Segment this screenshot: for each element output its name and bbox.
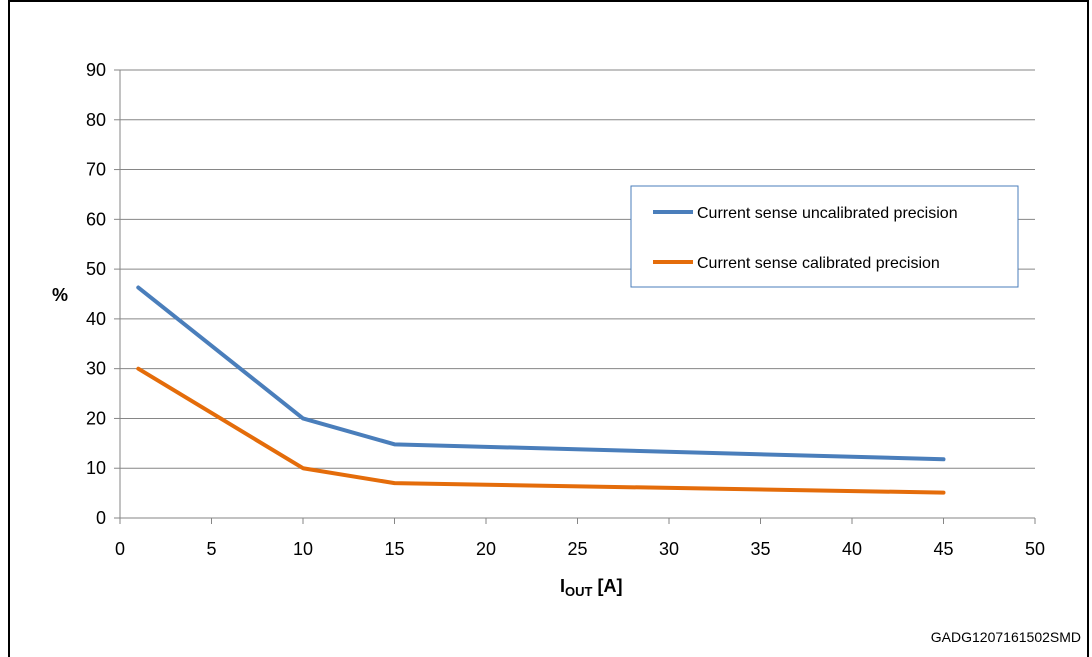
x-tick-label: 5 (206, 539, 216, 559)
x-tick-label: 35 (750, 539, 770, 559)
x-tick-label: 50 (1025, 539, 1045, 559)
y-axis-title: % (52, 285, 68, 305)
y-tick-label: 70 (86, 160, 106, 180)
x-tick-label: 10 (293, 539, 313, 559)
x-tick-label: 20 (476, 539, 496, 559)
legend: Current sense uncalibrated precision Curr… (630, 185, 1019, 288)
x-tick-label: 0 (115, 539, 125, 559)
x-tick-label: 45 (933, 539, 953, 559)
y-tick-label: 40 (86, 309, 106, 329)
figure-code: GADG1207161502SMD (931, 629, 1081, 645)
grid-lines (120, 69, 1035, 469)
series-line-2 (136, 366, 946, 495)
x-tick-label: 15 (384, 539, 404, 559)
x-tick-label: 30 (659, 539, 679, 559)
x-tick-label: 40 (842, 539, 862, 559)
y-tick-label: 20 (86, 408, 106, 428)
y-tick-label: 90 (86, 60, 106, 80)
legend-label-2: Current sense calibrated precision (697, 255, 940, 272)
figure-frame (8, 0, 1089, 657)
legend-box (630, 185, 1019, 288)
x-tick-label: 25 (567, 539, 587, 559)
y-tick-label: 30 (86, 359, 106, 379)
y-tick-label: 60 (86, 209, 106, 229)
legend-label-1: Current sense uncalibrated precision (697, 205, 958, 222)
x-axis-title-unit: [A] (597, 576, 622, 596)
series-line-1 (136, 285, 946, 462)
x-axis-title-main: I (560, 576, 565, 596)
axes: 0 10 20 30 40 50 60 70 80 90 0 5 10 15 20 25 30 35 40 45 50 (86, 60, 1045, 559)
y-tick-label: 0 (96, 508, 106, 528)
y-tick-label: 80 (86, 110, 106, 130)
y-tick-label: 50 (86, 259, 106, 279)
series-lines (136, 285, 946, 495)
x-axis-title-subscript: OUT (565, 584, 593, 599)
y-tick-label: 10 (86, 458, 106, 478)
x-axis-title: IOUT [A] (560, 576, 622, 599)
